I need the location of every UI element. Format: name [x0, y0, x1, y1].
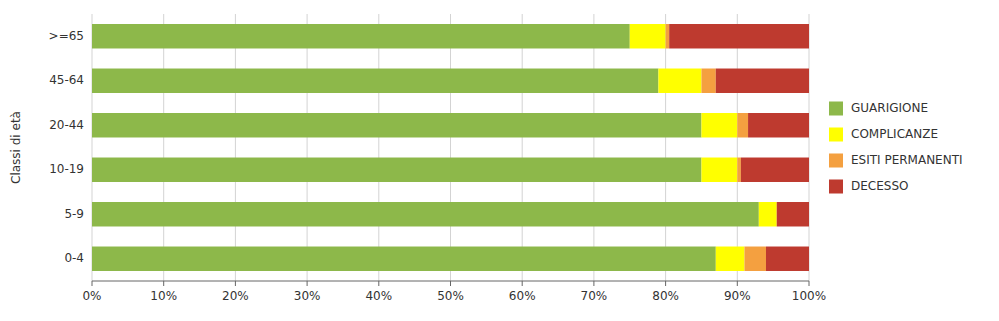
grid-line — [92, 14, 93, 281]
x-tick-label: 30% — [294, 289, 321, 303]
legend-swatch — [829, 102, 843, 116]
x-tick — [809, 281, 810, 286]
y-tick-label: 10-19 — [49, 162, 84, 176]
x-tick — [593, 281, 594, 286]
grid-line — [378, 14, 379, 281]
x-tick-label: 80% — [652, 289, 679, 303]
bar-segment — [777, 202, 809, 226]
x-tick-label: 10% — [150, 289, 177, 303]
bar-segment — [669, 24, 809, 48]
y-axis-label: Classi di età — [9, 111, 23, 184]
x-tick-label: 90% — [724, 289, 751, 303]
legend-label: ESITI PERMANENTI — [851, 153, 963, 167]
bar-segment — [744, 247, 766, 271]
bar-segment — [737, 113, 748, 137]
bar-segment — [92, 24, 630, 48]
bar-segment — [737, 158, 741, 182]
grid-line — [665, 14, 666, 281]
bar-segment — [759, 202, 777, 226]
y-tick-label: 0-4 — [64, 251, 84, 265]
x-tick-label: 0% — [82, 289, 101, 303]
x-tick — [163, 281, 164, 286]
bar-segment — [92, 158, 701, 182]
y-tick-label: >=65 — [49, 29, 84, 43]
bar-segment — [748, 113, 809, 137]
x-tick-label: 100% — [792, 289, 826, 303]
bar-segment — [92, 113, 701, 137]
x-tick — [665, 281, 666, 286]
x-tick — [378, 281, 379, 286]
legend-swatch — [829, 180, 843, 194]
y-tick-label: 5-9 — [64, 207, 84, 221]
legend-label: DECESSO — [851, 179, 908, 193]
legend: GUARIGIONE COMPLICANZE ESITI PERMANENTI DEC… — [829, 101, 963, 194]
grid-line — [522, 14, 523, 281]
x-tick — [235, 281, 236, 286]
y-tick-label: 45-64 — [49, 73, 84, 87]
grid-line — [163, 14, 164, 281]
grid-line — [593, 14, 594, 281]
bars — [92, 24, 809, 271]
bar-segment — [701, 158, 737, 182]
bar-segment — [741, 158, 809, 182]
legend-label: GUARIGIONE — [851, 101, 928, 115]
x-tick — [737, 281, 738, 286]
x-tick — [92, 281, 93, 286]
x-tick-label: 40% — [365, 289, 392, 303]
legend-swatch — [829, 154, 843, 168]
grid-line — [450, 14, 451, 281]
y-tick-label: 20-44 — [49, 118, 84, 132]
y-axis: >=65 45-64 20-44 10-19 5-9 0-4 Classi di età — [9, 29, 84, 266]
grid — [92, 14, 809, 281]
grid-line — [235, 14, 236, 281]
bar-segment — [92, 69, 658, 93]
bar-segment — [666, 24, 670, 48]
x-axis: 0% 10% 20% 30% 40% 50% 60% 70% 80% 90% 100% — [82, 281, 826, 303]
x-tick-label: 20% — [222, 289, 249, 303]
bar-segment — [701, 69, 715, 93]
x-tick-label: 50% — [437, 289, 464, 303]
legend-label: COMPLICANZE — [851, 127, 938, 141]
grid-line — [737, 14, 738, 281]
x-tick — [450, 281, 451, 286]
x-tick-label: 70% — [581, 289, 608, 303]
bar-segment — [701, 113, 737, 137]
x-tick — [307, 281, 308, 286]
bar-segment — [716, 247, 745, 271]
chart: 0% 10% 20% 30% 40% 50% 60% 70% 80% 90% 100% >=65 45-… — [0, 0, 999, 321]
x-tick-label: 60% — [509, 289, 536, 303]
legend-swatch — [829, 128, 843, 142]
bar-segment — [658, 69, 701, 93]
x-tick — [522, 281, 523, 286]
bar-segment — [716, 69, 809, 93]
bar-segment — [630, 24, 666, 48]
bar-segment — [92, 202, 759, 226]
grid-line — [307, 14, 308, 281]
grid-line — [809, 14, 810, 281]
bar-segment — [766, 247, 809, 271]
bar-segment — [92, 247, 716, 271]
